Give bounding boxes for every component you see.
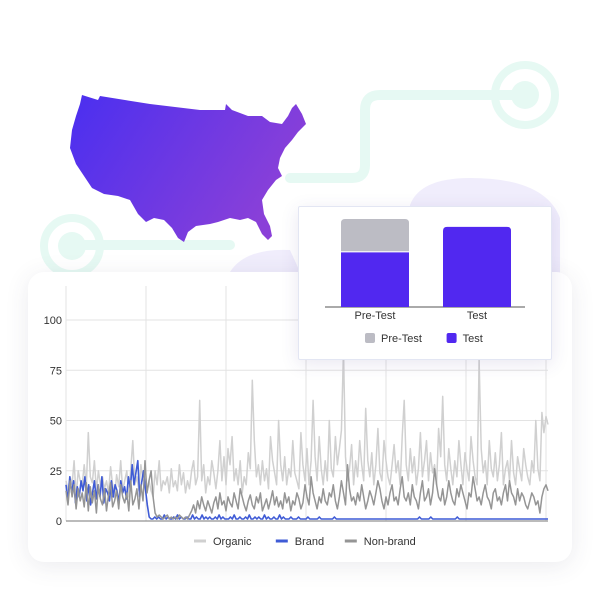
legend-swatch-test (446, 333, 457, 343)
legend-label-pre-test: Pre-Test (381, 333, 422, 345)
bar-category-label-test: Test (467, 310, 487, 322)
y-tick-label-75: 75 (50, 365, 62, 377)
bar-category-label-pre-test: Pre-Test (355, 310, 396, 322)
lavender-blob-left (230, 249, 300, 272)
bar-chart: Pre-Test Test Pre-Test Test (325, 218, 525, 345)
legend-swatch-pre-test (365, 333, 375, 343)
legend-label-non-brand: Non-brand (364, 536, 416, 548)
circuit-node-right (491, 61, 559, 129)
legend-label-test: Test (463, 333, 483, 345)
usa-map-icon (70, 95, 306, 242)
bar-test-test (443, 226, 511, 307)
y-tick-label-100: 100 (44, 315, 62, 327)
bar-chart-card: Pre-Test Test Pre-Test Test (298, 206, 552, 360)
bar-pre-test-pre-test (341, 218, 409, 252)
series-line-non-brand (65, 459, 549, 520)
series-line-brand (65, 459, 548, 520)
line-chart: 0 25 50 75 100 Organic Brand Non-brand (44, 286, 549, 548)
legend-label-organic: Organic (213, 536, 252, 548)
bar-pre-test-test (341, 251, 409, 307)
y-tick-label-0: 0 (56, 516, 62, 528)
circuit-trace (75, 90, 530, 250)
y-tick-label-25: 25 (50, 466, 62, 478)
legend-label-brand: Brand (295, 536, 324, 548)
y-tick-label-50: 50 (50, 416, 62, 428)
